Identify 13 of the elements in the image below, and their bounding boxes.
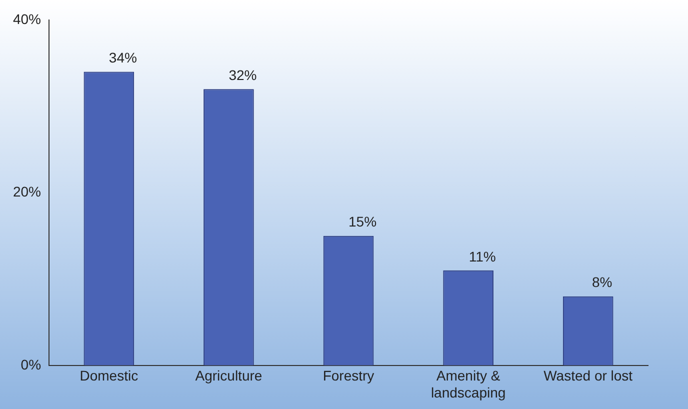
x-tick-label: Amenity & landscaping <box>430 368 506 400</box>
x-tick-label: Domestic <box>80 368 138 384</box>
y-tick-label: 40% <box>12 10 42 27</box>
data-label: 34% <box>108 50 137 66</box>
data-label: 11% <box>468 248 496 264</box>
x-tick-label: Forestry <box>322 368 374 384</box>
y-tick-label: 20% <box>12 184 42 200</box>
data-label: 8% <box>592 274 612 290</box>
data-label: 32% <box>228 66 257 83</box>
data-label: 15% <box>348 214 377 230</box>
x-tick-label: Wasted or lost <box>544 368 633 384</box>
x-tick-label: Agriculture <box>195 368 262 384</box>
y-tick-label: 0% <box>20 356 42 372</box>
